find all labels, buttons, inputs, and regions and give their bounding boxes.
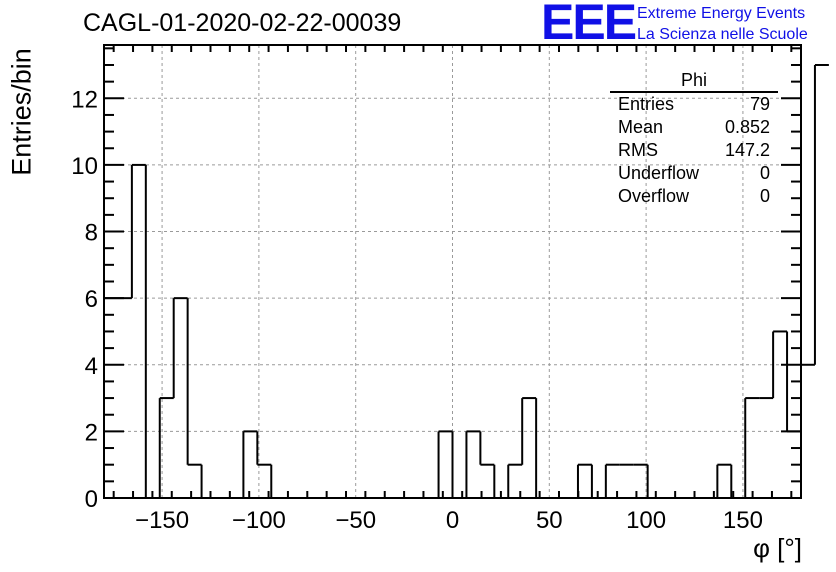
x-tick-label: −100 [232,507,286,534]
x-tick-label: 100 [626,507,666,534]
stats-title: Phi [610,70,778,93]
x-tick-label: 50 [536,507,563,534]
chart-title: CAGL-01-2020-02-22-00039 [83,9,402,37]
stats-row: Overflow 0 [610,185,778,208]
stats-value: 0 [759,186,770,206]
eee-logo: EEE [541,0,637,50]
y-tick-label: 8 [85,220,98,247]
x-tick-label: 0 [446,507,459,534]
x-tick-labels: −150 −100 −50 0 50 100 150 [135,507,763,534]
stats-value: 0.852 [724,117,770,137]
stats-box: Phi Entries 79 Mean 0.852 RMS 147.2 Unde… [610,70,778,208]
stats-value: 79 [749,94,770,114]
stats-row: Mean 0.852 [610,116,778,139]
stats-label: Entries [618,94,675,114]
axis-ticks [104,45,801,499]
y-tick-label: 2 [85,419,98,446]
y-tick-label: 4 [85,353,98,380]
y-axis-label: Entries/bin [6,48,37,176]
stats-label: Mean [618,117,664,137]
stats-label: Overflow [618,186,690,206]
y-tick-labels: 0 2 4 6 8 10 12 [71,86,98,513]
x-tick-label: −50 [335,507,376,534]
logo-subtitle-line2: La Scienza nelle Scuole [637,26,808,43]
stats-label: Underflow [618,163,700,183]
stats-label: RMS [618,140,658,160]
x-tick-label: −150 [135,507,189,534]
stats-row: RMS 147.2 [610,139,778,162]
stats-row: Underflow 0 [610,162,778,185]
y-tick-label: 0 [85,486,98,513]
stats-row: Entries 79 [610,93,778,116]
y-tick-label: 6 [85,286,98,313]
y-tick-label: 10 [71,153,98,180]
plot-frame [103,44,802,499]
stats-value: 147.2 [724,140,770,160]
logo-subtitle-line1: Extreme Energy Events [637,5,806,22]
y-tick-label: 12 [71,86,98,113]
x-axis-label: φ [°] [753,533,802,563]
stats-value: 0 [759,163,770,183]
x-tick-label: 150 [723,507,763,534]
